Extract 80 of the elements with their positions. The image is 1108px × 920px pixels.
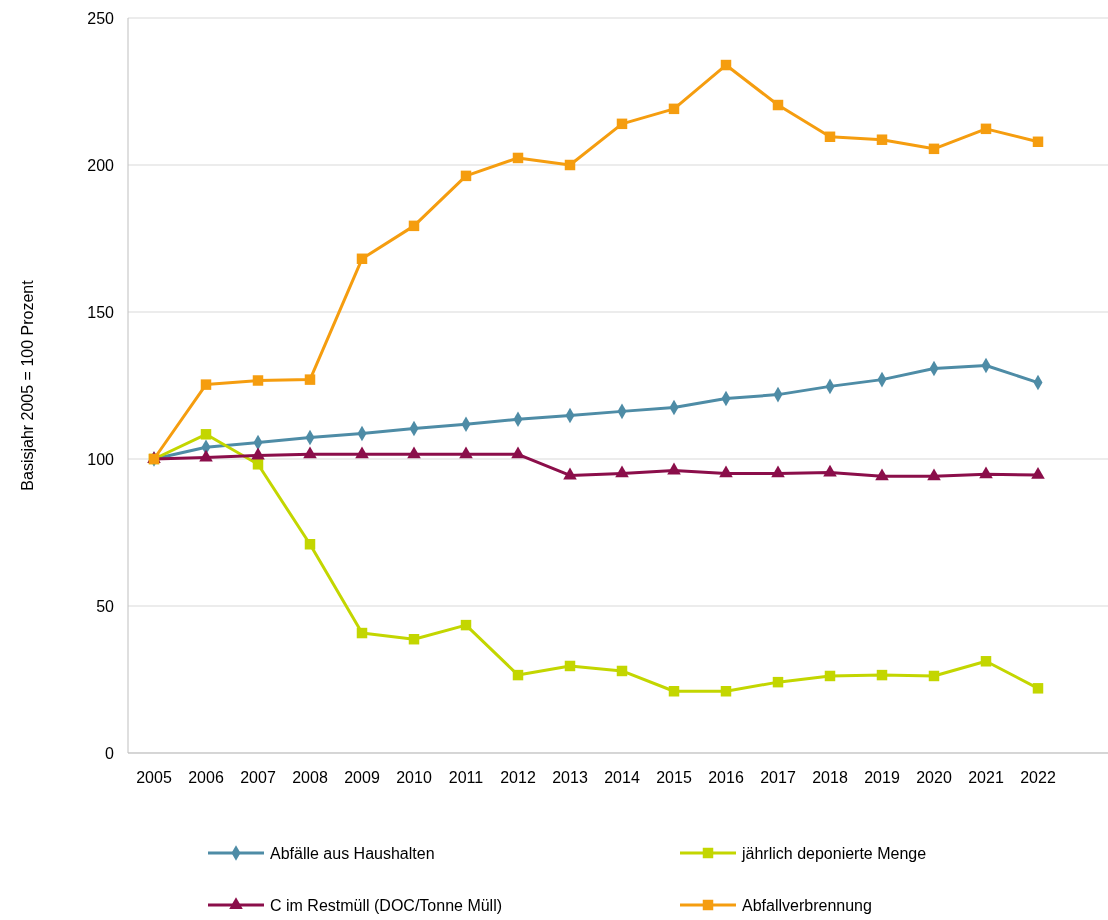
point	[720, 686, 732, 697]
x-tick-label: 2022	[1020, 769, 1056, 786]
point	[772, 676, 784, 688]
point	[512, 669, 524, 681]
y-axis-title: Basisjahr 2005 = 100 Prozent	[19, 279, 36, 491]
point	[979, 466, 993, 479]
y-tick-label: 250	[87, 9, 115, 27]
point	[719, 465, 733, 478]
point	[511, 446, 525, 459]
x-tick-label: 2015	[656, 769, 692, 786]
x-tick-label: 2010	[396, 769, 432, 786]
point	[304, 374, 316, 385]
point	[876, 669, 888, 681]
point	[824, 131, 836, 143]
point	[512, 152, 524, 164]
point	[564, 660, 576, 672]
x-tick-label: 2020	[916, 769, 952, 786]
y-tick-label: 50	[96, 597, 115, 615]
point	[200, 429, 212, 440]
point	[355, 446, 369, 459]
x-tick-label: 2014	[604, 769, 640, 786]
x-tick-label: 2011	[448, 769, 484, 786]
x-tick-label: 2005	[136, 769, 172, 786]
point	[616, 665, 628, 677]
point	[199, 449, 213, 462]
x-tick-label: 2009	[344, 769, 380, 786]
y-tick-label: 0	[105, 744, 115, 762]
x-tick-label: 2017	[760, 769, 796, 786]
point	[408, 220, 420, 232]
legend-label: C im Restmüll (DOC/Tonne Müll)	[270, 896, 503, 914]
point	[356, 253, 368, 265]
x-tick-label: 2013	[552, 769, 588, 786]
y-tick-label: 100	[87, 450, 115, 468]
point	[407, 446, 421, 459]
x-tick-label: 2008	[292, 769, 328, 786]
point	[667, 462, 681, 475]
y-tick-label: 150	[87, 303, 115, 321]
point	[251, 447, 265, 460]
point	[668, 686, 680, 697]
point	[980, 123, 992, 135]
point	[460, 619, 472, 631]
legend-label: Abfallverbrennung	[742, 896, 872, 914]
point	[1032, 136, 1044, 148]
legend-label: jährlich deponierte Menge	[741, 844, 927, 862]
x-tick-label: 2006	[188, 769, 224, 786]
point	[303, 446, 317, 459]
point	[875, 468, 889, 481]
point	[876, 134, 888, 145]
x-tick-label: 2018	[812, 769, 848, 786]
x-tick-label: 2007	[240, 769, 276, 786]
point	[252, 459, 264, 470]
x-tick-label: 2021	[968, 769, 1004, 786]
point	[720, 59, 732, 71]
point	[928, 670, 940, 682]
point	[460, 170, 472, 182]
point	[564, 159, 576, 171]
point	[408, 633, 420, 645]
point	[772, 99, 784, 111]
point	[668, 103, 680, 115]
point	[200, 379, 212, 390]
point	[615, 465, 629, 478]
x-tick-label: 2016	[708, 769, 744, 786]
point	[823, 464, 837, 477]
point	[928, 143, 940, 155]
point	[927, 468, 941, 481]
point	[304, 539, 316, 550]
point	[563, 467, 577, 480]
point	[616, 118, 628, 130]
point	[1031, 467, 1045, 479]
point	[459, 446, 473, 459]
legend-label: Abfälle aus Haushalten	[270, 844, 435, 862]
y-tick-label: 200	[87, 156, 115, 174]
point	[824, 670, 836, 682]
point	[356, 627, 368, 639]
x-tick-label: 2019	[864, 769, 900, 786]
x-tick-label: 2012	[500, 769, 536, 786]
point	[252, 375, 264, 386]
point	[980, 656, 992, 667]
point	[1032, 683, 1044, 694]
point	[771, 465, 785, 478]
